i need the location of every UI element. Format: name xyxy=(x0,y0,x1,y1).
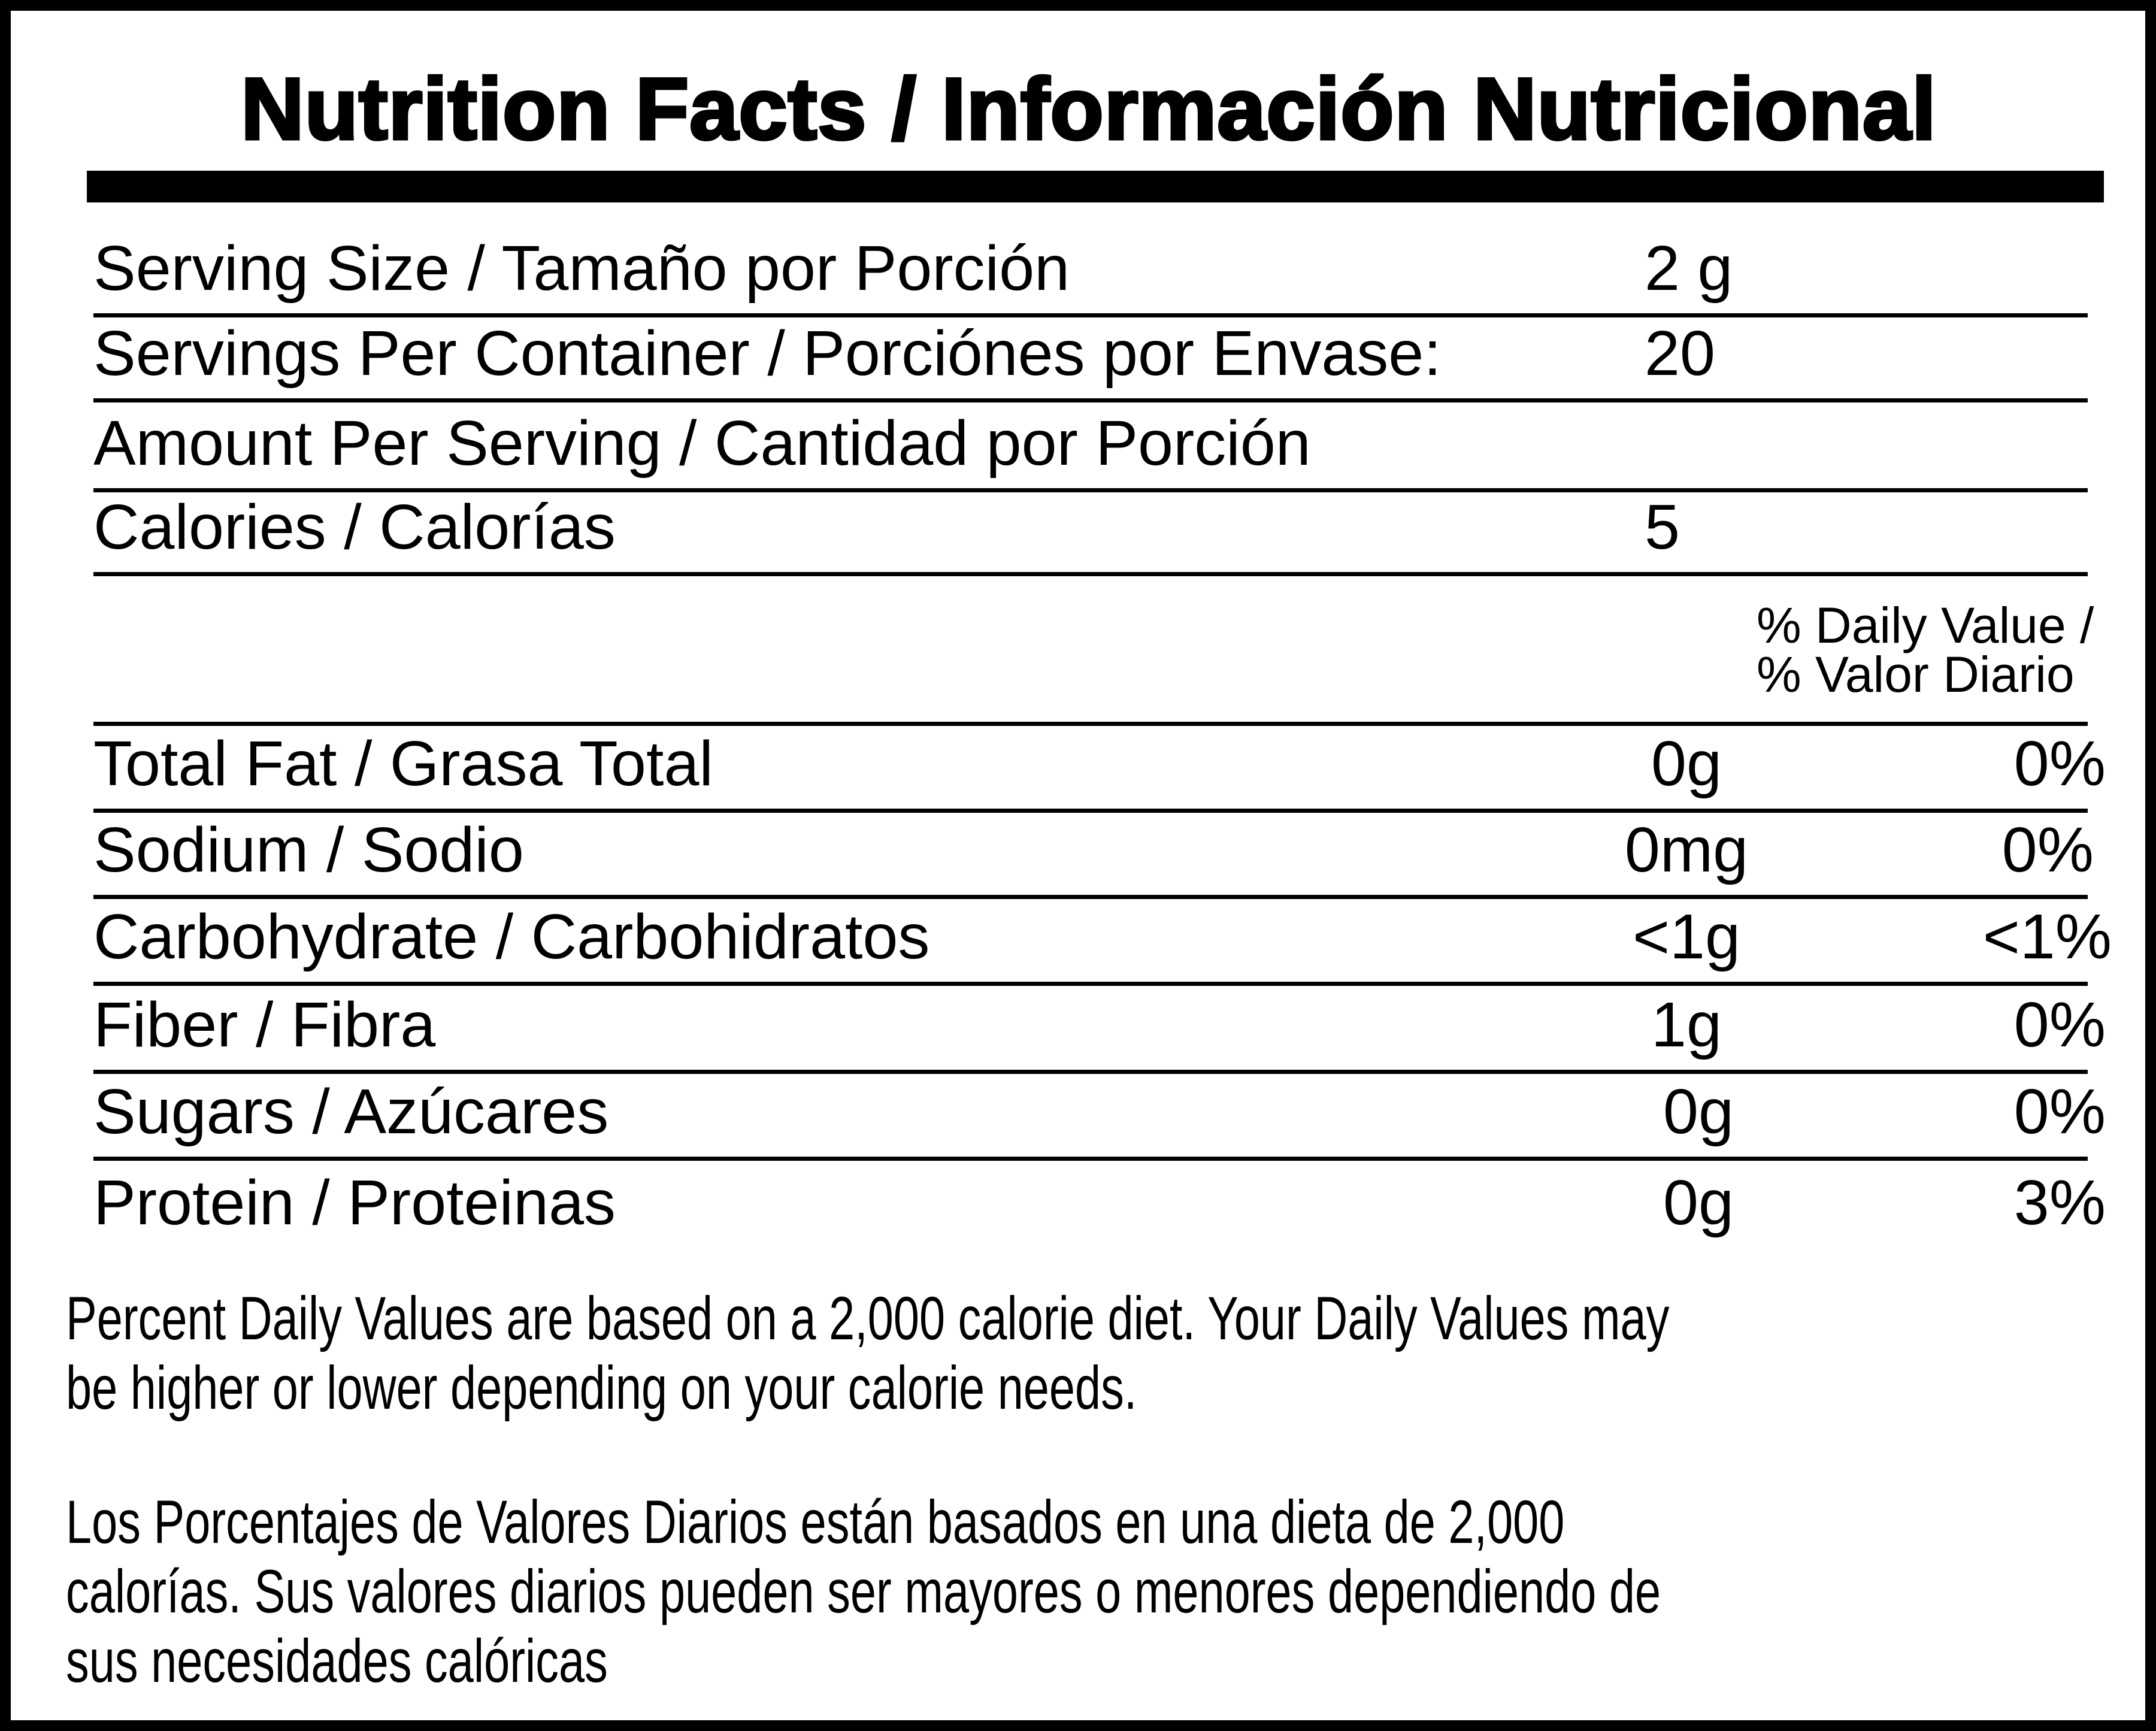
nutrient-row: Sugars / Azúcares 0g 0% xyxy=(93,1074,2106,1161)
amount-per-serving-label: Amount Per Serving / Cantidad por Porció… xyxy=(93,408,1311,479)
nutrient-amount: 0g xyxy=(1663,1076,1734,1147)
servings-per-container-value: 20 xyxy=(1645,318,1715,389)
nutrient-amount: 0g xyxy=(1663,1167,1734,1238)
serving-size-label: Serving Size / Tamaño por Porción xyxy=(93,233,1070,304)
daily-value-header-es: % Valor Diario xyxy=(1757,646,2075,703)
footnote-line: calorías. Sus valores diarios pueden ser… xyxy=(66,1557,1661,1626)
footnote-spanish: Los Porcentajes de Valores Diarios están… xyxy=(66,1487,1661,1696)
serving-size-row: Serving Size / Tamaño por Porción 2 g xyxy=(93,213,2088,317)
nutrient-daily-value: 0% xyxy=(2013,989,2106,1060)
nutrient-amount: 0mg xyxy=(1624,815,1749,885)
nutrient-row: Protein / Proteinas 0g 3% xyxy=(93,1161,2106,1248)
nutrient-daily-value: <1% xyxy=(1982,901,2112,972)
nutrient-daily-value: 0% xyxy=(2013,728,2106,799)
amount-per-serving-row: Amount Per Serving / Cantidad por Porció… xyxy=(93,403,2088,492)
footnote-line: be higher or lower depending on your cal… xyxy=(66,1354,1137,1422)
divider xyxy=(93,722,2088,726)
nutrient-amount: <1g xyxy=(1633,901,1740,972)
nutrient-daily-value: 3% xyxy=(2013,1167,2106,1238)
nutrient-amount: 0g xyxy=(1651,728,1722,799)
daily-value-header: % Daily Value / % Valor Diario xyxy=(1757,597,2094,703)
nutrient-row: Fiber / Fibra 1g 0% xyxy=(93,986,2106,1074)
thick-divider xyxy=(87,171,2104,202)
footnote-english: Percent Daily Values are based on a 2,00… xyxy=(66,1284,1669,1423)
daily-value-header-en: % Daily Value / xyxy=(1757,597,2094,653)
calories-row: Calories / Calorías 5 xyxy=(93,492,2088,576)
footnote-line: Percent Daily Values are based on a 2,00… xyxy=(66,1284,1670,1352)
servings-per-container-row: Servings Per Container / Porciónes por E… xyxy=(93,317,2088,403)
nutrient-daily-value: 0% xyxy=(2001,815,2094,885)
nutrient-label: Sodium / Sodio xyxy=(93,815,524,885)
nutrient-label: Protein / Proteinas xyxy=(93,1167,616,1238)
nutrient-row: Total Fat / Grasa Total 0g 0% xyxy=(93,726,2106,813)
nutrient-amount: 1g xyxy=(1651,989,1722,1060)
servings-per-container-label: Servings Per Container / Porciónes por E… xyxy=(93,318,1442,389)
label-title: Nutrition Facts / Información Nutriciona… xyxy=(240,59,1937,159)
footnote-line: Los Porcentajes de Valores Diarios están… xyxy=(66,1488,1565,1556)
nutrient-label: Fiber / Fibra xyxy=(93,989,436,1060)
calories-value: 5 xyxy=(1645,492,1680,562)
nutrient-daily-value: 0% xyxy=(2013,1076,2106,1147)
calories-label: Calories / Calorías xyxy=(93,492,616,562)
nutrient-label: Total Fat / Grasa Total xyxy=(93,728,713,799)
serving-size-value: 2 g xyxy=(1645,233,1733,304)
nutrient-label: Carbohydrate / Carbohidratos xyxy=(93,901,930,972)
nutrient-label: Sugars / Azúcares xyxy=(93,1076,609,1147)
nutrient-row: Sodium / Sodio 0mg 0% xyxy=(93,813,2094,899)
nutrient-row: Carbohydrate / Carbohidratos <1g <1% xyxy=(93,899,2112,986)
footnote-line: sus necesidades calóricas xyxy=(66,1627,608,1695)
